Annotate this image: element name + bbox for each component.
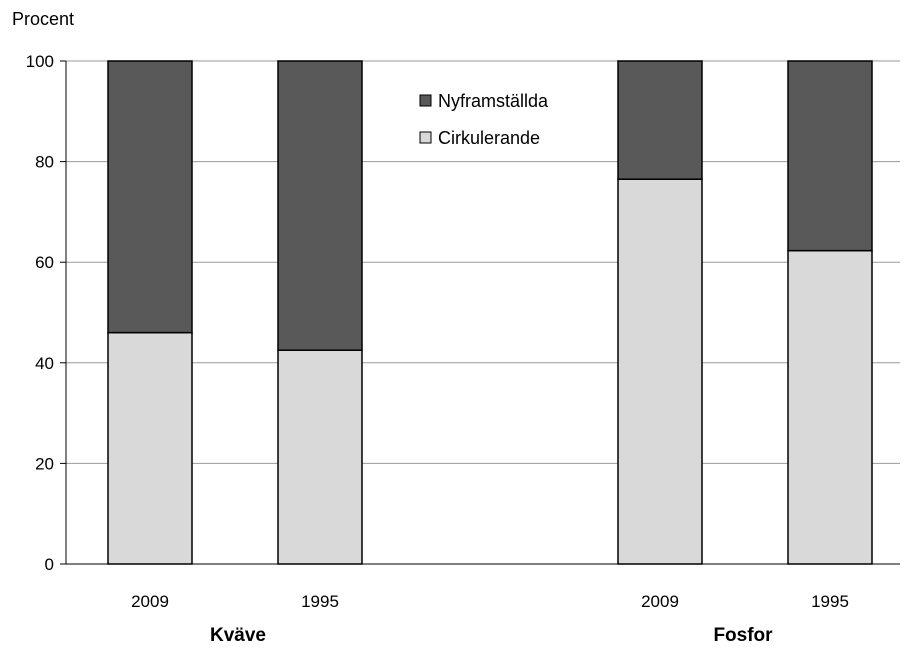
bar-cirkulerande-2 xyxy=(617,178,703,565)
y-axis-label: Procent xyxy=(12,9,74,29)
bar-nyframstallda-2 xyxy=(617,60,703,180)
legend-swatch-0 xyxy=(419,94,432,107)
bars xyxy=(107,60,873,565)
bar-nyframstallda-3 xyxy=(787,60,873,252)
group-label-0: Kväve xyxy=(210,625,266,646)
bar-cirkulerande-3 xyxy=(787,249,873,565)
y-tick-label-60: 60 xyxy=(35,253,54,272)
x-tick-label-3: 1995 xyxy=(811,592,849,611)
x-tick-label-2: 2009 xyxy=(641,592,679,611)
y-tick-label-80: 80 xyxy=(35,153,54,172)
axes xyxy=(60,60,900,565)
group-label-1: Fosfor xyxy=(713,625,773,646)
x-tick-labels: 2009 1995 2009 1995 xyxy=(131,592,849,611)
x-tick-label-1: 1995 xyxy=(301,592,339,611)
legend-swatch-1 xyxy=(419,131,432,144)
y-tick-label-100: 100 xyxy=(26,52,54,71)
gridlines xyxy=(66,60,900,464)
bar-nyframstallda-1 xyxy=(277,60,363,351)
bar-cirkulerande-1 xyxy=(277,349,363,565)
y-tick-label-20: 20 xyxy=(35,454,54,473)
legend-label-0: Nyframställda xyxy=(438,91,549,111)
legend-label-1: Cirkulerande xyxy=(438,128,540,148)
y-tick-labels: 0 20 40 60 80 100 xyxy=(26,52,54,574)
x-tick-label-0: 2009 xyxy=(131,592,169,611)
bar-nyframstallda-0 xyxy=(107,60,193,334)
legend: Nyframställda Cirkulerande xyxy=(419,91,549,148)
y-tick-label-0: 0 xyxy=(45,555,54,574)
bar-cirkulerande-0 xyxy=(107,331,193,565)
group-labels: Kväve Fosfor xyxy=(210,625,773,646)
y-tick-label-40: 40 xyxy=(35,354,54,373)
